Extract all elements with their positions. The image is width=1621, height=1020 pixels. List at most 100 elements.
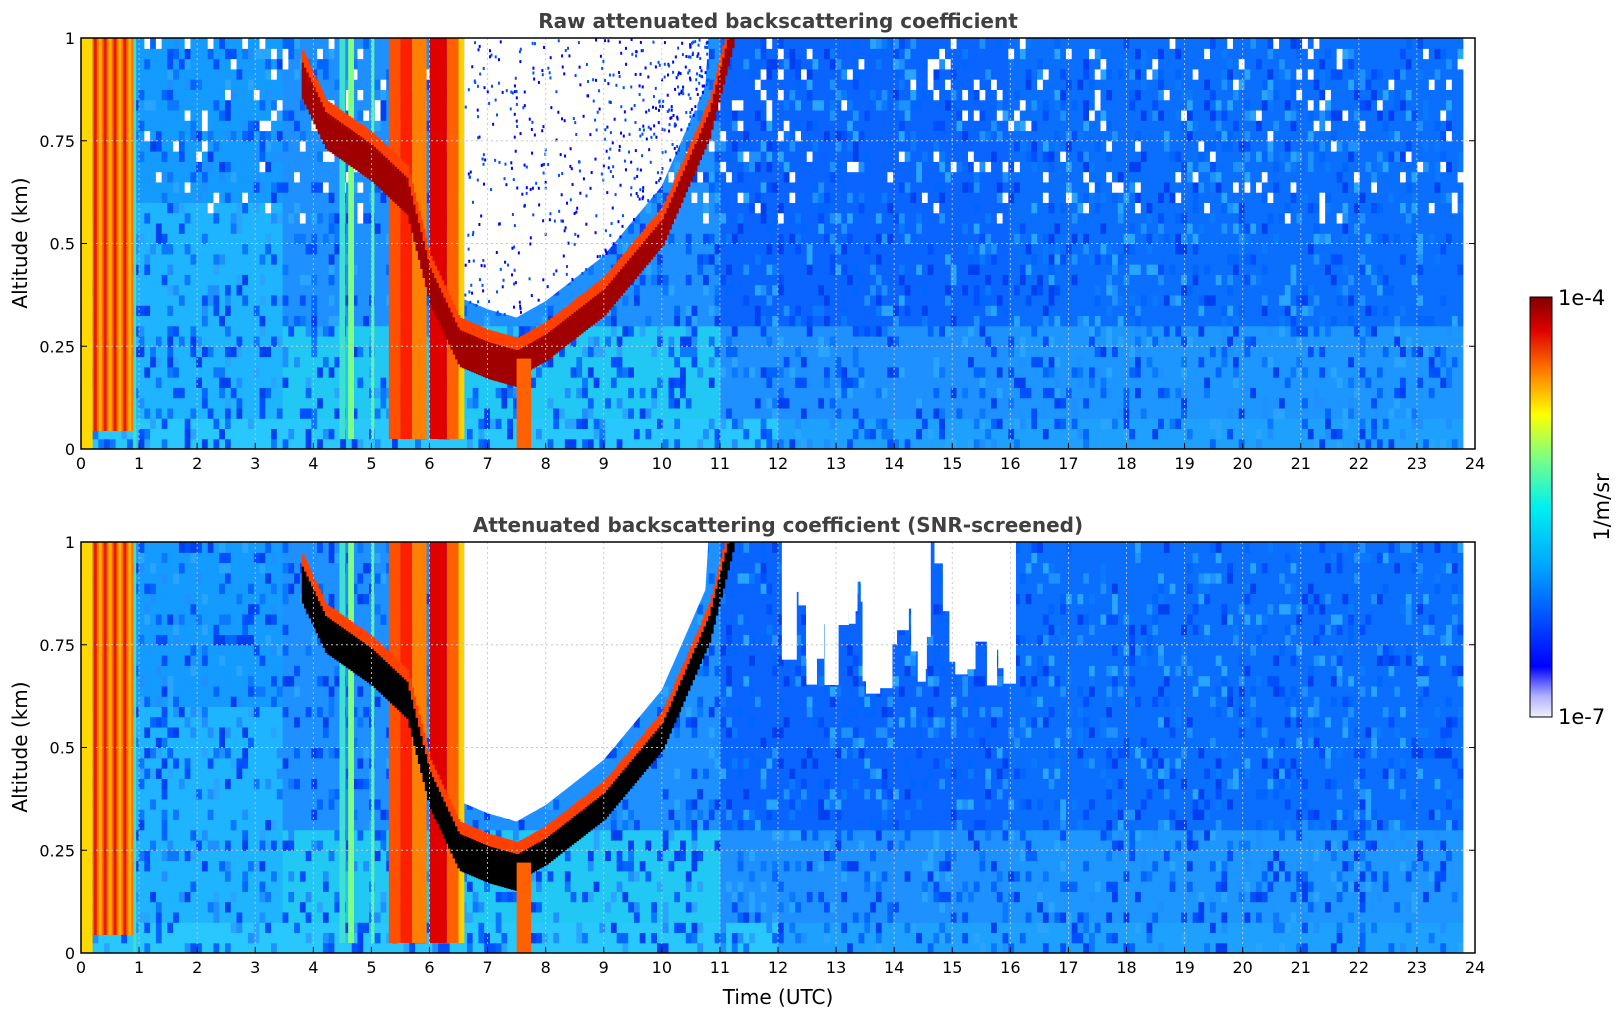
heatmap-cell bbox=[720, 151, 727, 162]
heatmap-cell bbox=[628, 284, 635, 296]
heatmap-cell bbox=[766, 222, 773, 234]
heatmap-cell bbox=[265, 305, 272, 317]
heatmap-cell bbox=[311, 243, 318, 255]
heatmap-cell bbox=[259, 161, 266, 173]
heatmap-cell bbox=[380, 38, 387, 49]
heatmap-cell bbox=[639, 428, 647, 440]
heatmap-cell bbox=[305, 315, 312, 327]
heatmap-cell bbox=[749, 397, 756, 409]
heatmap-cell bbox=[777, 89, 785, 101]
heatmap-cell bbox=[201, 79, 209, 90]
heatmap-cell bbox=[708, 243, 716, 255]
heatmap-cell bbox=[201, 161, 209, 173]
heatmap-cell bbox=[789, 356, 796, 368]
heatmap-cell bbox=[363, 428, 370, 440]
heatmap-cell bbox=[633, 284, 641, 296]
heatmap-cell bbox=[610, 335, 618, 347]
heatmap-cell bbox=[749, 151, 756, 162]
heatmap-cell bbox=[731, 335, 739, 347]
heatmap-cell bbox=[726, 428, 733, 440]
heatmap-cell bbox=[685, 264, 693, 275]
heatmap-cell bbox=[714, 243, 721, 255]
heatmap-cell bbox=[173, 438, 180, 449]
heatmap-cell bbox=[161, 222, 168, 234]
heatmap-cell bbox=[656, 294, 664, 306]
heatmap-cell bbox=[749, 58, 756, 70]
heatmap-cell bbox=[357, 171, 364, 183]
heatmap-cell bbox=[472, 407, 480, 419]
heatmap-cell bbox=[259, 325, 266, 337]
heatmap-cell bbox=[789, 274, 796, 286]
heatmap-cell bbox=[380, 335, 387, 347]
heatmap-cell bbox=[322, 284, 330, 296]
heatmap-cell bbox=[731, 387, 739, 399]
heatmap-cell bbox=[173, 48, 180, 60]
heatmap-cell bbox=[668, 366, 675, 378]
heatmap-cell bbox=[749, 140, 756, 152]
heatmap-cell bbox=[213, 233, 220, 245]
heatmap-cell bbox=[190, 438, 197, 449]
heatmap-cell bbox=[363, 171, 370, 183]
heatmap-cell bbox=[495, 407, 503, 419]
heatmap-cell bbox=[334, 89, 341, 101]
heatmap-cell bbox=[201, 377, 209, 388]
heatmap-cell bbox=[161, 243, 168, 255]
heatmap-cell bbox=[777, 109, 785, 121]
heatmap-cell bbox=[138, 130, 145, 142]
heatmap-cell bbox=[294, 264, 301, 275]
heatmap-cell bbox=[685, 192, 693, 203]
heatmap-cell bbox=[737, 325, 744, 337]
heatmap-cell bbox=[236, 243, 243, 255]
heatmap-cell bbox=[190, 171, 197, 183]
heatmap-cell bbox=[720, 387, 727, 399]
heatmap-cell bbox=[305, 387, 312, 399]
heatmap-cell bbox=[789, 222, 796, 234]
heatmap-cell bbox=[766, 48, 773, 60]
heatmap-cell bbox=[622, 418, 629, 430]
heatmap-cell bbox=[639, 325, 647, 337]
heatmap-cell bbox=[680, 438, 687, 449]
heatmap-cell bbox=[380, 202, 387, 214]
heatmap-cell bbox=[777, 233, 785, 245]
heatmap-cell bbox=[219, 335, 226, 347]
heatmap-cell bbox=[178, 79, 186, 90]
heatmap-cell bbox=[674, 222, 681, 234]
heatmap-cell bbox=[777, 181, 785, 193]
heatmap-cell bbox=[236, 89, 243, 101]
heatmap-cell bbox=[178, 151, 186, 162]
heatmap-cell bbox=[328, 274, 336, 286]
heatmap-cell bbox=[749, 377, 756, 388]
heatmap-cell bbox=[294, 253, 301, 265]
heatmap-cell bbox=[697, 377, 704, 388]
heatmap-cell bbox=[161, 346, 168, 358]
heatmap-cell bbox=[213, 151, 220, 162]
heatmap-cell bbox=[248, 305, 255, 317]
heatmap-cell bbox=[311, 151, 318, 162]
heatmap-cell bbox=[305, 181, 312, 193]
heatmap-cell bbox=[173, 202, 180, 214]
heatmap-cell bbox=[777, 366, 785, 378]
heatmap-cell bbox=[639, 305, 647, 317]
heatmap-cell bbox=[236, 397, 243, 409]
heatmap-cell bbox=[230, 366, 238, 378]
heatmap-cell bbox=[714, 120, 721, 132]
heatmap-cell bbox=[772, 366, 779, 378]
heatmap-cell bbox=[213, 253, 220, 265]
heatmap-cell bbox=[299, 377, 307, 388]
heatmap-cell bbox=[674, 407, 681, 419]
heatmap-cell bbox=[242, 202, 249, 214]
heatmap-cell bbox=[691, 335, 698, 347]
heatmap-cell bbox=[668, 346, 675, 358]
heatmap-cell bbox=[219, 428, 226, 440]
heatmap-cell bbox=[322, 233, 330, 245]
heatmap-cell bbox=[628, 366, 635, 378]
heatmap-cell bbox=[610, 305, 618, 317]
heatmap-cell bbox=[271, 38, 278, 49]
heatmap-cell bbox=[213, 58, 220, 70]
heatmap-cell bbox=[294, 48, 301, 60]
heatmap-cell bbox=[351, 192, 359, 203]
heatmap-cell bbox=[737, 68, 744, 80]
heatmap-cell bbox=[317, 171, 324, 183]
heatmap-cell bbox=[230, 264, 238, 275]
heatmap-cell bbox=[772, 418, 779, 430]
